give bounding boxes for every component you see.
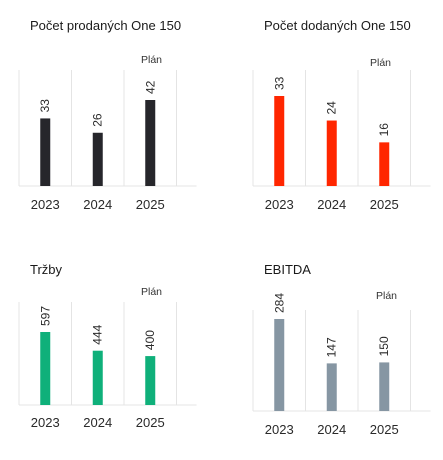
chart-title: EBITDA [264, 262, 311, 277]
plan-annotation: Plán [376, 290, 398, 302]
data-label: 400 [143, 330, 157, 350]
data-label: 26 [91, 113, 105, 127]
data-label: 33 [272, 76, 286, 90]
data-label: 284 [272, 293, 286, 313]
tick-label: 2024 [317, 197, 346, 212]
tick-label: 2023 [265, 197, 294, 212]
data-label: 147 [325, 337, 339, 357]
data-label: 597 [38, 306, 52, 326]
chart-title: Počet prodaných One 150 [30, 18, 182, 33]
bar-2025 [379, 142, 390, 186]
tick-label: 2024 [83, 415, 112, 430]
tick-label: 2024 [317, 422, 346, 437]
bar-2023 [40, 118, 51, 186]
plan-annotation: Plán [141, 54, 163, 66]
chart-title: Počet dodaných One 150 [264, 18, 411, 33]
tick-label: 2023 [265, 422, 294, 437]
data-label: 16 [377, 123, 391, 137]
tick-label: 2024 [83, 197, 112, 212]
data-label: 33 [38, 99, 52, 113]
data-label: 42 [143, 80, 157, 94]
data-label: 150 [377, 336, 391, 356]
chart-title: Tržby [30, 262, 63, 277]
bar-2024 [92, 350, 103, 405]
bar-2023 [274, 319, 285, 411]
chart-panel-ebitda: EBITDA Plán 284 2023 147 2024 150 2025 [232, 230, 443, 460]
bar-2024 [326, 363, 337, 411]
tick-label: 2025 [370, 422, 399, 437]
data-label: 444 [91, 324, 105, 344]
bar-2024 [92, 132, 103, 186]
tick-label: 2025 [136, 197, 165, 212]
bar-2025 [145, 356, 156, 405]
chart-delivered-svg: 33 2023 24 2024 16 2025 [252, 70, 431, 212]
chart-panel-revenue: Tržby Plán 597 2023 444 2024 400 2025 [0, 230, 221, 460]
bar-2023 [40, 332, 51, 405]
data-label: 24 [325, 101, 339, 115]
bar-2024 [326, 120, 337, 186]
tick-label: 2025 [136, 415, 165, 430]
plan-annotation: Plán [370, 57, 392, 69]
bar-2023 [274, 96, 285, 186]
chart-panel-delivered: Počet dodaných One 150 Plán 33 2023 24 2024… [232, 0, 443, 230]
chart-sold-svg: 33 2023 26 2024 42 2025 [18, 70, 197, 212]
tick-label: 2023 [31, 415, 60, 430]
bar-2025 [379, 362, 390, 411]
bar-2025 [145, 100, 156, 186]
chart-ebitda-svg: 284 2023 147 2024 150 2025 [252, 293, 431, 437]
tick-label: 2023 [31, 197, 60, 212]
chart-revenue-svg: 597 2023 444 2024 400 2025 [18, 302, 197, 430]
tick-label: 2025 [370, 197, 399, 212]
plan-annotation: Plán [141, 286, 163, 298]
chart-panel-sold: Počet prodaných One 150 Plán 33 2023 26 202… [0, 0, 221, 230]
